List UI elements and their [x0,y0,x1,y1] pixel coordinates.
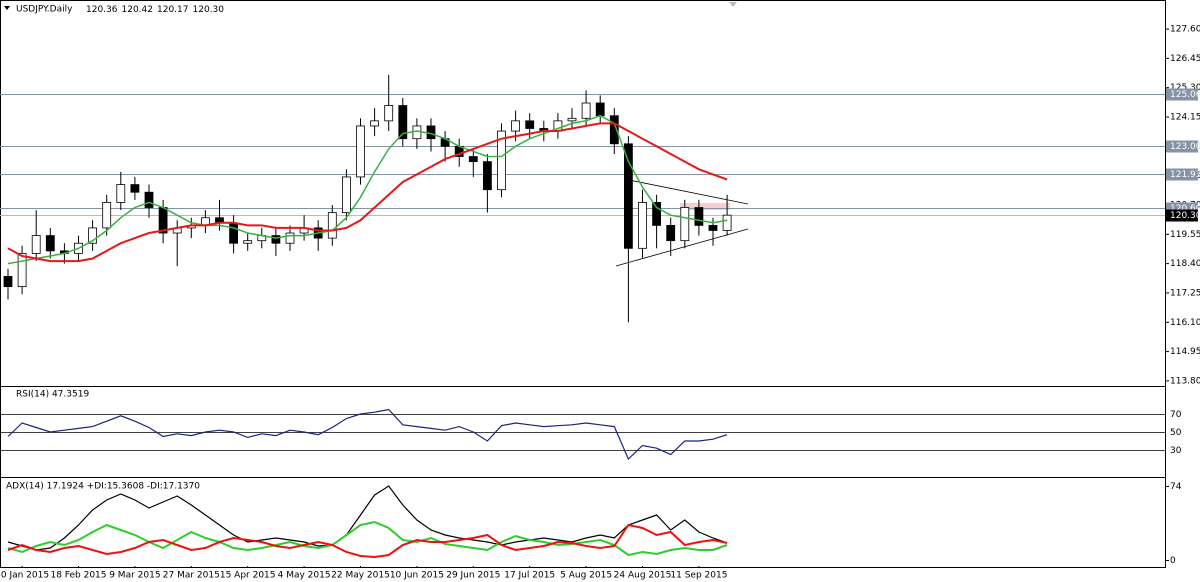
x-tick-label: 18 Feb 2015 [50,571,106,581]
candle-body [567,117,577,122]
y-tick-label: 118.40 [1170,259,1200,269]
plot-frame [0,0,1166,568]
x-tick-label: 17 Jul 2015 [504,571,555,581]
adx-title: ADX(14) 17.1924 +DI:15.3608 -DI:17.1370 [6,482,200,492]
indicator-line [7,408,728,461]
candle-body [525,120,535,129]
level-label: 120.60 [1170,204,1200,214]
symbol-title: USDJPY.Daily [16,5,73,15]
quote-values: 120.36 120.42 120.17 120.30 [86,5,224,15]
candle-body [88,227,97,244]
quote-value: 120.42 [122,5,154,15]
candle-body [384,105,394,122]
candle-body [426,125,436,140]
y-tick-label: 126.45 [1170,54,1200,64]
candle-body [341,176,351,214]
candle-body [102,202,112,229]
candle-body [285,232,295,244]
candle-body [680,207,690,242]
candle-body [595,102,605,117]
candle-body [31,235,41,254]
x-tick-label: 5 Aug 2015 [560,571,612,581]
x-tick-label: 10 Jun 2015 [390,571,444,581]
candle-body [398,105,408,140]
quote-value: 120.17 [157,5,189,15]
candle-body [722,214,732,231]
level-label: 121.93 [1170,170,1200,180]
x-tick-label: 11 Sep 2015 [670,571,727,581]
candle-body [17,253,27,287]
candle-body [666,224,676,242]
rsi-title: RSI(14) 47.3519 [16,390,89,400]
level-label-box [1166,88,1198,101]
candle-body [130,184,140,193]
shift-marker [729,2,737,7]
y-tick-label: 119.55 [1170,230,1200,240]
level-label-box [1166,168,1198,181]
candle-body [370,120,380,127]
y-tick-label: 116.10 [1170,318,1200,328]
y-tick-label: 127.60 [1170,25,1200,35]
current-price-box [1166,209,1198,222]
zone-rectangle [680,203,730,210]
candle-body [609,115,619,145]
candle-body [482,161,492,191]
level-label: 123.00 [1170,142,1200,152]
candle-body [412,125,422,140]
current-price-label: 120.30 [1170,211,1200,221]
candle-body [3,275,13,287]
indicator-line [7,520,728,557]
x-tick-label: 30 Jan 2015 [0,571,49,581]
x-tick-label: 4 May 2015 [278,571,331,581]
y-tick-label: 50 [1170,428,1182,438]
candle-body [511,120,521,132]
x-tick-label: 22 May 2015 [331,571,390,581]
candle-body [45,235,55,252]
candle-body [652,202,661,226]
candle-body [497,130,506,191]
menu-arrow [4,6,10,10]
moving-average [7,122,728,263]
x-tick-label: 27 Mar 2015 [163,571,220,581]
candle-body [271,235,281,244]
candle-body [694,207,704,226]
candle-body [116,184,126,203]
y-tick-label: 124.15 [1170,113,1200,123]
candle-body [708,224,718,231]
y-tick-label: 30 [1170,446,1182,456]
y-tick-label: 117.25 [1170,288,1200,298]
y-tick-label: 70 [1170,410,1182,420]
x-tick-label: 15 Apr 2015 [220,571,276,581]
candle-body [356,125,365,178]
candle-body [624,143,633,249]
y-tick-label: 113.80 [1170,376,1200,386]
indicator-line [7,523,728,559]
trendline [615,228,749,267]
candle-body [229,222,239,244]
y-tick-label: 0 [1170,556,1176,566]
moving-average [7,114,728,265]
candle-body [144,191,154,208]
x-tick-label: 29 Jun 2015 [446,571,500,581]
x-tick-label: 24 Aug 2015 [614,571,672,581]
candle-body [243,240,253,244]
y-tick-label: 114.95 [1170,347,1200,357]
level-label: 125.06 [1170,90,1200,100]
level-label-box [1166,140,1198,153]
quote-value: 120.36 [86,5,118,15]
candle-body [327,212,337,239]
quote-value: 120.30 [193,5,225,15]
candle-body [581,102,591,119]
y-tick-label: 125.30 [1170,83,1200,93]
candle-body [638,202,647,249]
x-tick-label: 9 Mar 2015 [109,571,160,581]
candle-body [468,156,478,163]
indicator-line [7,485,728,551]
y-tick-label: 74 [1170,482,1182,492]
trendline [628,179,749,205]
